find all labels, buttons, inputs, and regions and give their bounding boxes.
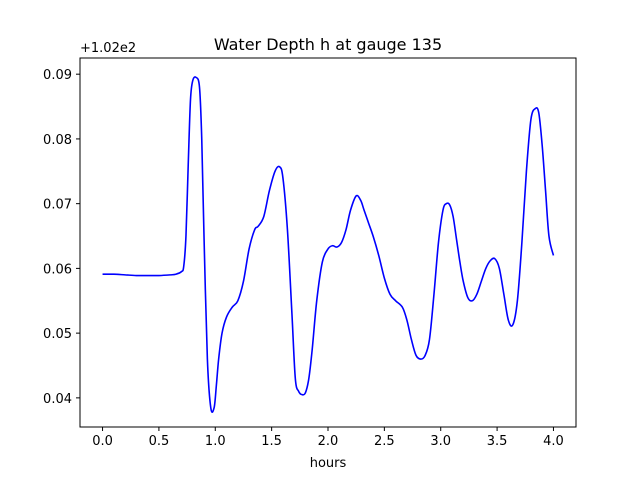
y-tick-label: 0.07 xyxy=(43,198,72,213)
y-tick-label: 0.08 xyxy=(43,133,72,148)
x-tick-label: 0.5 xyxy=(149,434,170,449)
y-tick-label: 0.05 xyxy=(43,327,72,342)
x-tick-label: 3.5 xyxy=(487,434,508,449)
x-tick-label: 2.0 xyxy=(318,434,339,449)
plot-area xyxy=(102,76,555,413)
x-tick-label: 1.0 xyxy=(205,434,226,449)
x-axis-label: hours xyxy=(310,456,347,471)
x-tick-label: 1.5 xyxy=(261,434,282,449)
x-tick-label: 0.0 xyxy=(92,434,113,449)
x-axis-ticks: 0.0 0.5 1.0 1.5 2.0 2.5 3.0 3.5 4.0 xyxy=(92,427,564,449)
y-tick-label: 0.04 xyxy=(43,392,72,407)
x-tick-label: 3.0 xyxy=(430,434,451,449)
y-tick-label: 0.09 xyxy=(43,68,72,83)
series-line xyxy=(102,76,555,413)
y-axis-ticks: 0.04 0.05 0.06 0.07 0.08 0.09 xyxy=(43,68,80,407)
y-axis-offset-label: +1.02e2 xyxy=(80,41,136,56)
chart-title: Water Depth h at gauge 135 xyxy=(214,35,442,54)
x-tick-label: 2.5 xyxy=(374,434,395,449)
x-tick-label: 4.0 xyxy=(543,434,564,449)
axes-frame xyxy=(79,57,577,428)
y-tick-label: 0.06 xyxy=(43,262,72,277)
